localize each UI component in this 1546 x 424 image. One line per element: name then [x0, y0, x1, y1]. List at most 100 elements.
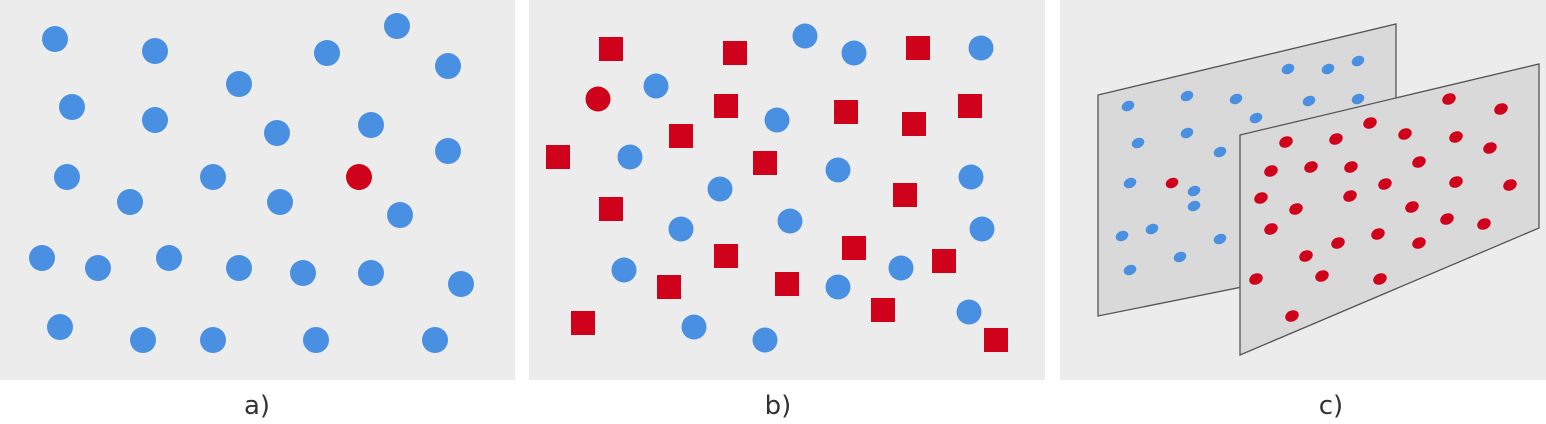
- blue-circle: [267, 189, 293, 215]
- red-square: [571, 311, 595, 335]
- red-dot: [1378, 178, 1392, 190]
- red-dot: [1304, 161, 1318, 173]
- red-dot: [1371, 228, 1385, 240]
- red-dot: [1254, 192, 1268, 204]
- red-dot: [1442, 93, 1456, 105]
- red-dot: [1264, 223, 1278, 235]
- red-dot: [1412, 237, 1426, 249]
- blue-circle: [792, 23, 818, 49]
- red-dot: [1503, 179, 1517, 191]
- red-dot: [1331, 237, 1345, 249]
- blue-dot: [1187, 185, 1201, 197]
- red-square: [984, 328, 1008, 352]
- blue-circle: [358, 112, 384, 138]
- blue-circle: [841, 40, 867, 66]
- blue-circle: [85, 255, 111, 281]
- blue-dot: [1351, 93, 1365, 105]
- blue-circle: [435, 138, 461, 164]
- red-square: [932, 249, 956, 273]
- red-square: [902, 112, 926, 136]
- red-square: [599, 37, 623, 61]
- blue-dot: [1121, 100, 1135, 112]
- blue-dot: [1173, 251, 1187, 263]
- blue-circle: [156, 245, 182, 271]
- blue-circle: [752, 327, 778, 353]
- blue-circle: [200, 164, 226, 190]
- blue-circle: [435, 53, 461, 79]
- red-square: [753, 151, 777, 175]
- red-square: [842, 236, 866, 260]
- blue-circle: [611, 257, 637, 283]
- red-square: [599, 197, 623, 221]
- blue-circle: [422, 327, 448, 353]
- blue-dot: [1180, 127, 1194, 139]
- red-square: [906, 36, 930, 60]
- red-dot: [1494, 103, 1508, 115]
- blue-circle: [387, 202, 413, 228]
- red-square: [546, 145, 570, 169]
- blue-circle: [681, 314, 707, 340]
- blue-circle: [130, 327, 156, 353]
- red-square: [657, 275, 681, 299]
- blue-dot: [1115, 230, 1129, 242]
- blue-circle: [777, 208, 803, 234]
- blue-dot: [1145, 223, 1159, 235]
- blue-circle: [226, 255, 252, 281]
- blue-circle: [200, 327, 226, 353]
- blue-circle: [825, 157, 851, 183]
- red-dot: [1449, 176, 1463, 188]
- blue-circle: [314, 40, 340, 66]
- red-square: [714, 94, 738, 118]
- red-dot: [1249, 273, 1263, 285]
- blue-circle: [668, 216, 694, 242]
- red-circle: [346, 164, 372, 190]
- blue-circle: [969, 216, 995, 242]
- red-dot: [1264, 165, 1278, 177]
- blue-dot: [1123, 177, 1137, 189]
- panel-a: [0, 0, 515, 380]
- blue-circle: [956, 299, 982, 325]
- blue-circle: [358, 260, 384, 286]
- red-dot: [1329, 133, 1343, 145]
- caption-b: b): [764, 391, 792, 421]
- panel-b: [529, 0, 1045, 380]
- blue-dot: [1180, 90, 1194, 102]
- caption-a: a): [243, 391, 271, 421]
- blue-dot: [1213, 233, 1227, 245]
- blue-circle: [958, 164, 984, 190]
- red-dot: [1344, 161, 1358, 173]
- panel-a-canvas: [29, 13, 474, 353]
- blue-dot: [1249, 112, 1263, 124]
- blue-circle: [59, 94, 85, 120]
- red-square: [958, 94, 982, 118]
- red-square: [723, 41, 747, 65]
- red-dot: [1279, 136, 1293, 148]
- blue-circle: [226, 71, 252, 97]
- blue-dot: [1351, 55, 1365, 67]
- blue-circle: [42, 26, 68, 52]
- panel-c: [1060, 0, 1546, 380]
- blue-circle: [54, 164, 80, 190]
- panel-c-canvas: [1097, 23, 1540, 356]
- red-dot: [1477, 218, 1491, 230]
- red-dot: [1398, 128, 1412, 140]
- blue-circle: [142, 38, 168, 64]
- red-dot: [1315, 270, 1329, 282]
- blue-circle: [384, 13, 410, 39]
- front-plane: [1239, 63, 1540, 356]
- red-square: [871, 298, 895, 322]
- blue-circle: [617, 144, 643, 170]
- red-dot: [1483, 142, 1497, 154]
- blue-circle: [825, 274, 851, 300]
- red-square: [669, 124, 693, 148]
- blue-circle: [448, 271, 474, 297]
- blue-circle: [290, 260, 316, 286]
- red-dot: [1412, 156, 1426, 168]
- blue-circle: [968, 35, 994, 61]
- blue-circle: [264, 120, 290, 146]
- red-dot: [1165, 177, 1179, 189]
- blue-dot: [1281, 63, 1295, 75]
- blue-dot: [1131, 137, 1145, 149]
- red-dot: [1289, 203, 1303, 215]
- blue-dot: [1213, 146, 1227, 158]
